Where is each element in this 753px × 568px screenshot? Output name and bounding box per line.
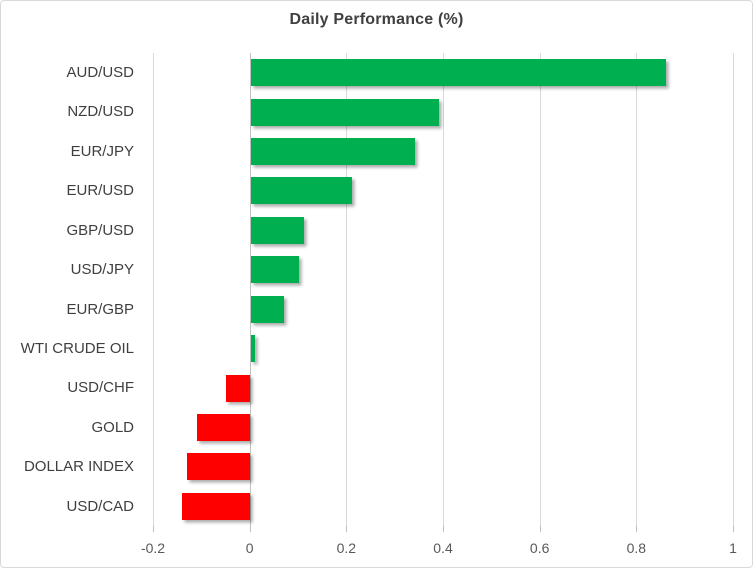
- category-label: AUD/USD: [66, 64, 134, 81]
- bar-nzd-usd: [250, 98, 440, 126]
- category-label: DOLLAR INDEX: [23, 458, 134, 476]
- bar-eur-usd: [250, 177, 353, 205]
- axis-tick-mark: [443, 526, 444, 532]
- category-label: GBP/USD: [66, 221, 134, 239]
- bar-usd-jpy: [250, 256, 299, 284]
- bar-usd-chf: [225, 374, 250, 402]
- gridline: [539, 53, 541, 526]
- axis-tick-mark: [733, 526, 734, 532]
- gridline: [153, 53, 154, 526]
- bar-eur-gbp: [250, 295, 285, 323]
- bar-gold: [196, 413, 250, 441]
- bar-eur-jpy: [250, 138, 415, 166]
- axis-tick-mark: [153, 526, 154, 532]
- axis-tick-mark: [249, 526, 251, 532]
- bar-usd-cad: [182, 492, 250, 520]
- x-tick-label: 0.6: [529, 540, 550, 556]
- x-tick-label: 0: [245, 540, 254, 556]
- category-label: WTI CRUDE OIL: [20, 339, 134, 357]
- bar-wti-crude-oil: [250, 335, 256, 363]
- x-tick-label: -0.2: [140, 540, 166, 556]
- gridline: [636, 53, 638, 526]
- plot-area: [153, 53, 734, 526]
- category-label: EUR/GBP: [66, 300, 134, 318]
- gridline: [733, 53, 734, 526]
- axis-tick-mark: [636, 526, 638, 532]
- category-label: NZD/USD: [67, 103, 134, 121]
- x-tick-label: 0.2: [336, 540, 357, 556]
- category-label: USD/CHF: [67, 379, 134, 397]
- x-tick-label: 0.4: [433, 540, 453, 556]
- chart-title: Daily Performance (%): [289, 11, 464, 28]
- bar-dollar-index: [186, 453, 250, 481]
- category-label: GOLD: [91, 418, 134, 436]
- category-label: EUR/USD: [66, 182, 134, 200]
- x-tick-label: 1: [729, 540, 737, 556]
- gridline: [443, 53, 444, 526]
- bar-aud-usd: [250, 59, 667, 87]
- zero-axis-line: [249, 53, 251, 526]
- category-label: USD/CAD: [66, 497, 134, 515]
- category-label: USD/JPY: [70, 261, 134, 279]
- axis-tick-mark: [539, 526, 541, 532]
- axis-tick-mark: [346, 526, 348, 532]
- category-label: EUR/JPY: [70, 142, 134, 160]
- x-tick-label: 0.8: [626, 540, 647, 556]
- bar-gbp-usd: [250, 216, 304, 244]
- gridline: [346, 53, 348, 526]
